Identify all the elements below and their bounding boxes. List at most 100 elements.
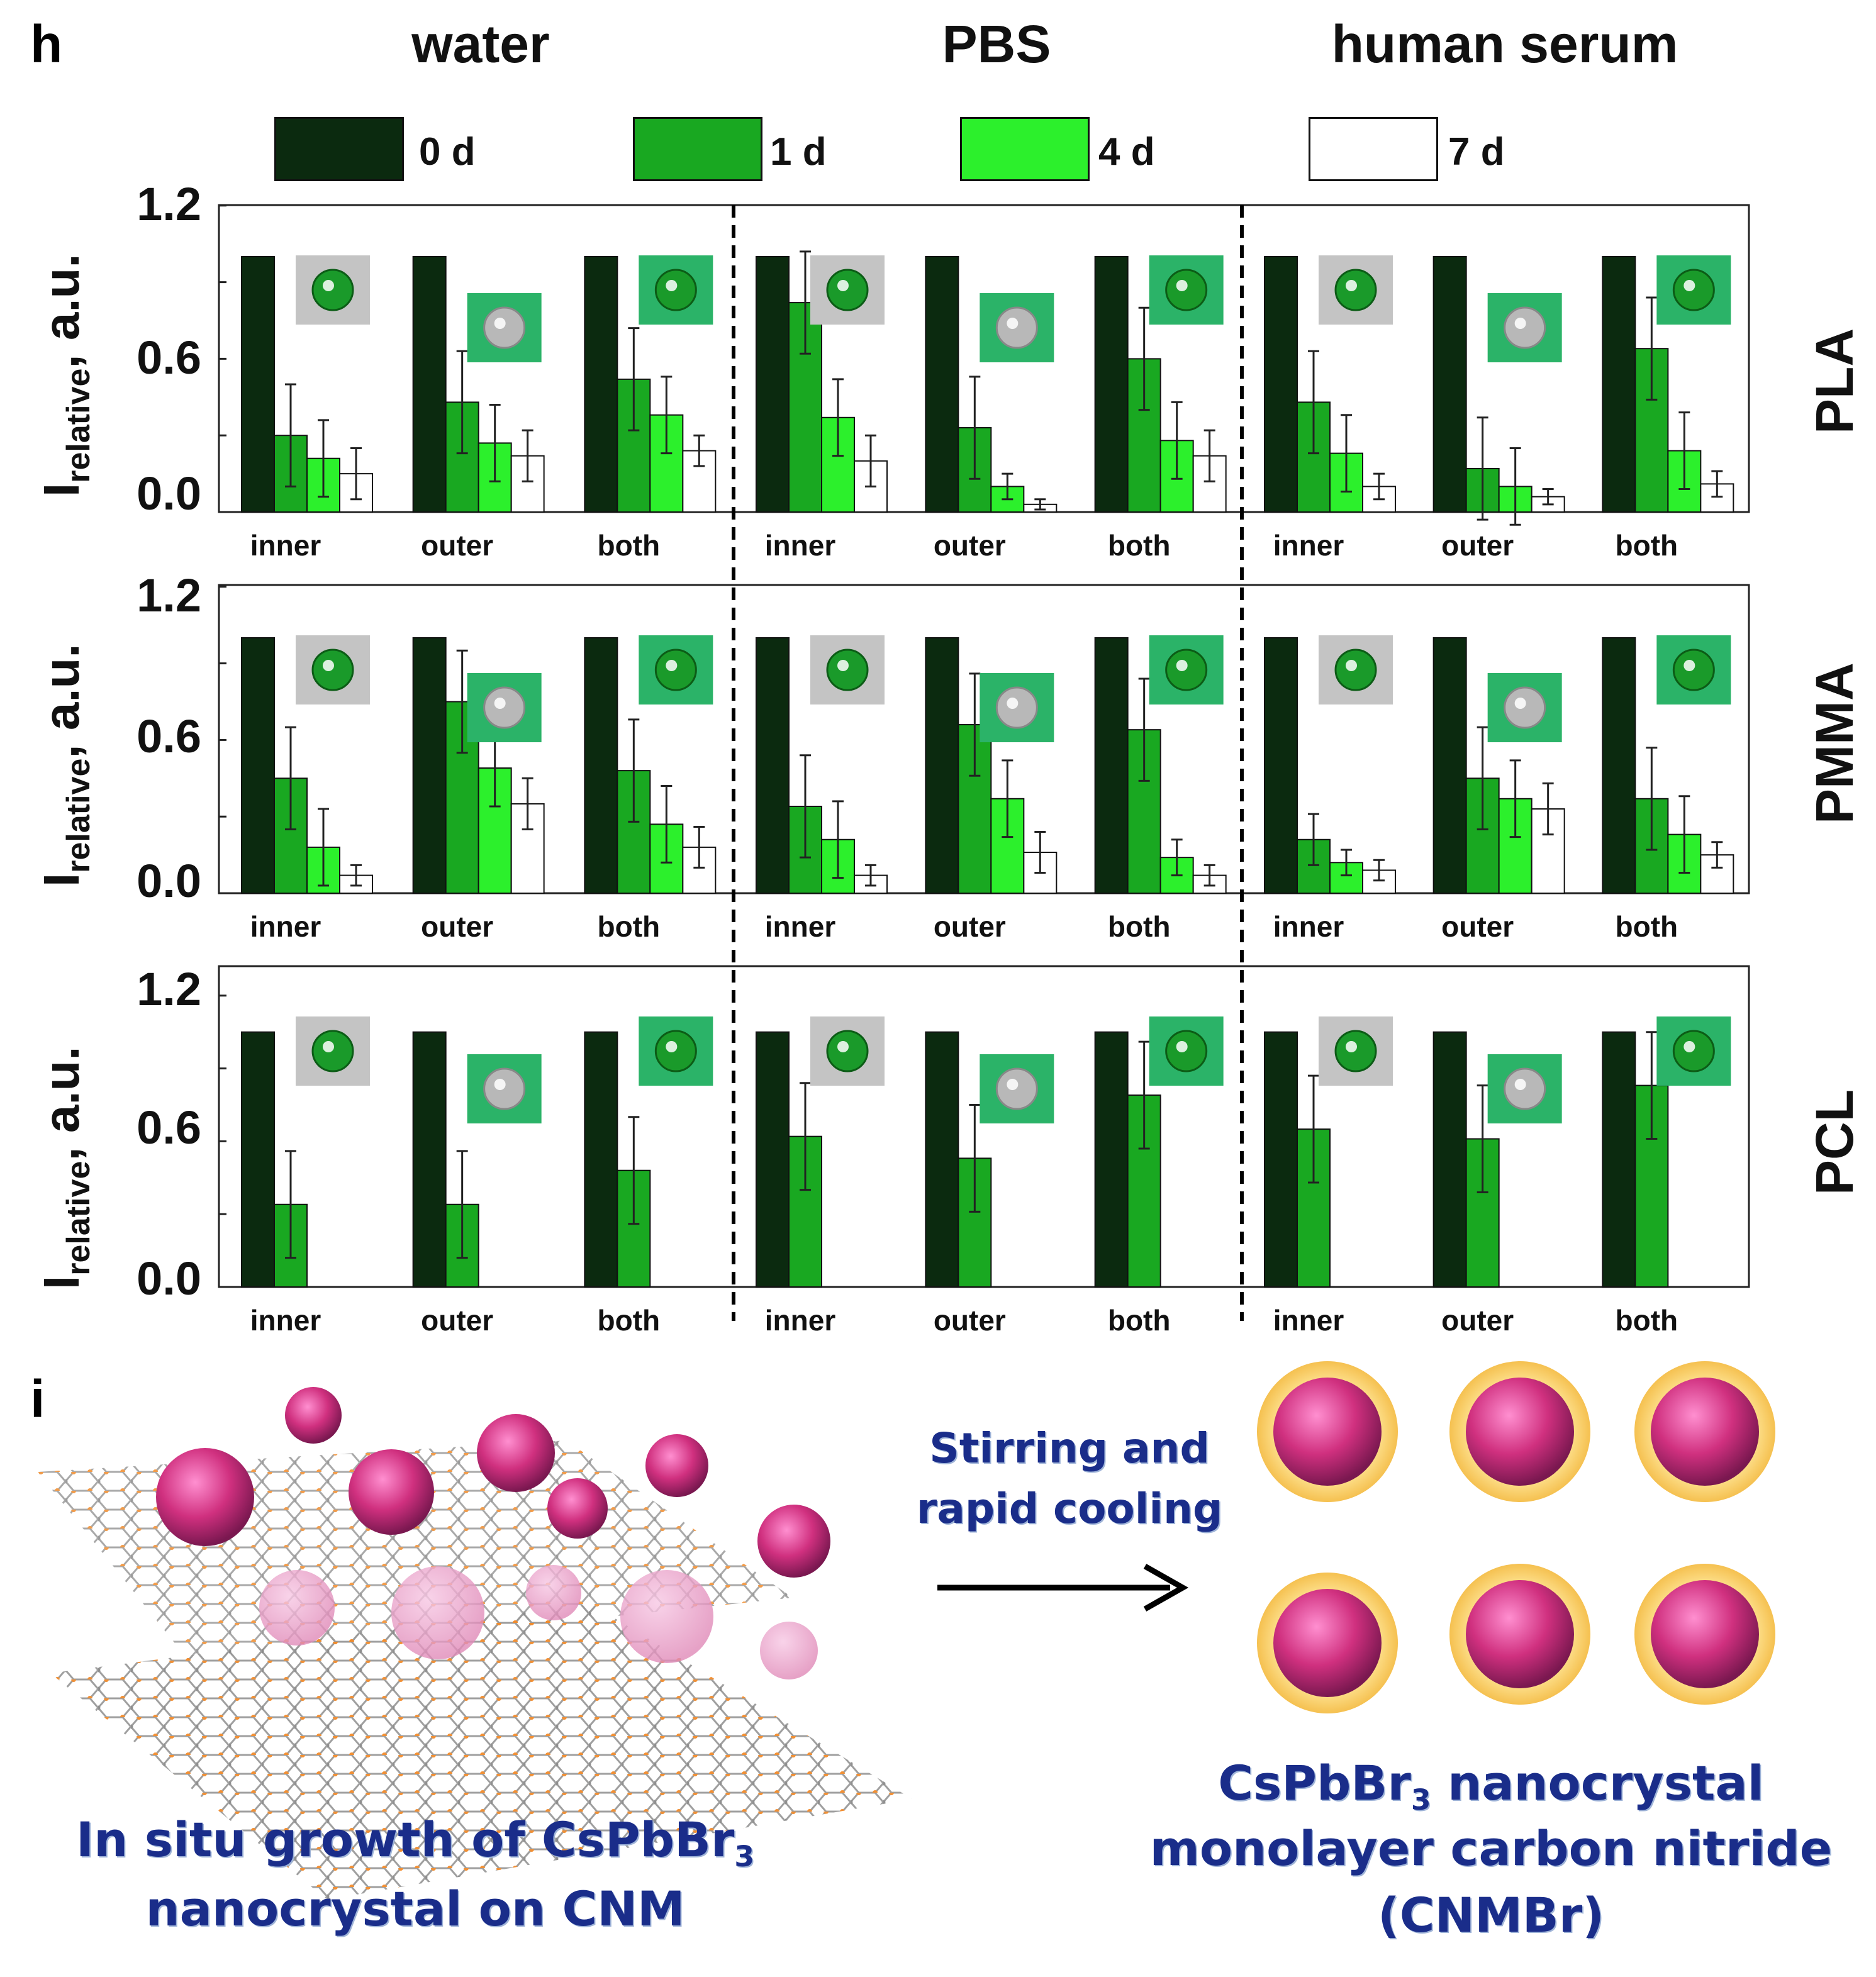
bar-pla-pbs-both-0d [1094,256,1129,513]
x-category-label: both [597,529,661,562]
x-category-label: outer [1441,529,1514,562]
bar-pla-water-both-0d [584,256,618,513]
green-sphere-icon [654,649,697,691]
sphere-highlight [323,1041,334,1052]
bar-pcl-pbs-inner-0d [756,1031,790,1288]
bar-pcl-water-outer-0d [412,1031,447,1288]
sphere-highlight [1514,698,1526,709]
carbon-nitride-sheet-bottom [50,1604,912,1900]
bar-pla-pbs-outer-0d [925,256,959,513]
process-arrow [937,1564,1189,1612]
bar-pcl-human-serum-outer-1d [1465,1138,1500,1288]
nanocrystal [349,1449,434,1535]
x-category-label: outer [933,529,1006,562]
x-category-label: inner [1273,910,1344,943]
x-category-label: outer [933,910,1006,943]
sphere-highlight [666,280,678,291]
nanocrystal [285,1387,342,1444]
gray-sphere-icon [483,686,526,729]
gray-sphere-icon [483,1067,526,1110]
green-sphere-icon [654,1030,697,1072]
bar-pcl-water-inner-0d [241,1031,275,1288]
green-sphere-icon [826,649,869,691]
bar-pcl-human-serum-both-0d [1602,1031,1636,1288]
y-tick-label: 0.0 [137,467,201,520]
green-sphere-icon [1672,649,1715,691]
bar-pcl-water-both-0d [584,1031,618,1288]
nanocrystal [757,1505,830,1578]
legend-label-1d: 1 d [770,130,827,174]
column-title-pbs: PBS [942,14,1051,74]
bar-pmma-water-inner-0d [241,637,275,894]
x-category-label: both [1615,910,1678,943]
bar-pla-water-inner-0d [241,256,275,513]
x-category-label: both [1107,529,1171,562]
x-category-label: inner [1273,1304,1344,1337]
sphere-highlight [1346,660,1357,671]
nanocrystal [547,1478,608,1539]
cnmbr-particle [1634,1564,1775,1705]
x-category-label: inner [764,529,836,562]
sphere-highlight [1176,280,1188,291]
x-category-label: inner [764,910,836,943]
sphere-highlight [1683,660,1695,671]
gray-sphere-icon [1504,1067,1546,1110]
legend-swatch-1d [633,117,762,181]
x-category-label: both [1107,910,1171,943]
sphere-highlight [666,660,678,671]
x-category-label: outer [421,529,494,562]
bar-pcl-human-serum-outer-0d [1432,1031,1467,1288]
bar-pla-pbs-inner-0d [756,256,790,513]
sphere-highlight [837,660,849,671]
sphere-highlight [1007,318,1019,329]
nanocrystals-on-cnm [156,1387,830,1679]
bar-pmma-pbs-both-0d [1094,637,1129,894]
green-sphere-icon [826,1030,869,1072]
gray-sphere-icon [1504,306,1546,349]
bar-pcl-pbs-both-0d [1094,1031,1129,1288]
green-sphere-icon [1334,1030,1377,1072]
bar-pmma-water-outer-0d [412,637,447,894]
green-sphere-icon [1165,1030,1208,1072]
x-category-label: outer [1441,1304,1514,1337]
cnmbr-particle [1634,1361,1775,1502]
sphere-highlight [666,1041,678,1052]
x-category-label: inner [250,529,321,562]
bar-pmma-human-serum-outer-7d [1531,808,1565,894]
right-caption-line2: monolayer carbon nitride [1149,1820,1833,1876]
y-tick-label: 0.6 [137,1101,201,1154]
gray-sphere-icon [995,686,1038,729]
sphere-highlight [1007,1079,1019,1090]
x-category-label: both [1615,1304,1678,1337]
arrow-caption-line2: rapid cooling [916,1484,1223,1533]
green-sphere-icon [311,269,354,311]
y-tick-label: 0.0 [137,855,201,907]
right-caption-line1: CsPbBr3 nanocrystal [1218,1755,1764,1817]
right-caption-line3: (CNMBr) [1378,1887,1604,1943]
nanocrystal-faint [259,1570,335,1646]
nanocrystal [645,1434,708,1497]
column-title-human-serum: human serum [1331,14,1678,74]
bar-pcl-pbs-outer-0d [925,1031,959,1288]
x-category-label: both [1615,529,1678,562]
green-sphere-icon [1165,649,1208,691]
y-tick-label: 0.0 [137,1252,201,1305]
y-tick-label: 1.2 [137,178,201,230]
cnmbr-particle [1449,1564,1590,1705]
sphere-highlight [1176,660,1188,671]
sphere-highlight [1683,280,1695,291]
green-sphere-icon [1165,269,1208,311]
green-sphere-icon [1672,269,1715,311]
cnmbr-particle [1257,1361,1398,1502]
green-sphere-icon [1672,1030,1715,1072]
sphere-highlight [323,280,334,291]
sphere-highlight [1514,1079,1526,1090]
green-sphere-icon [1334,269,1377,311]
bar-pmma-water-both-0d [584,637,618,894]
bar-pmma-human-serum-both-0d [1602,637,1636,894]
illustration-svg [38,1361,1775,1900]
sphere-highlight [494,698,506,709]
gray-sphere-icon [1504,686,1546,729]
sphere-highlight [1683,1041,1695,1052]
x-category-label: inner [250,910,321,943]
